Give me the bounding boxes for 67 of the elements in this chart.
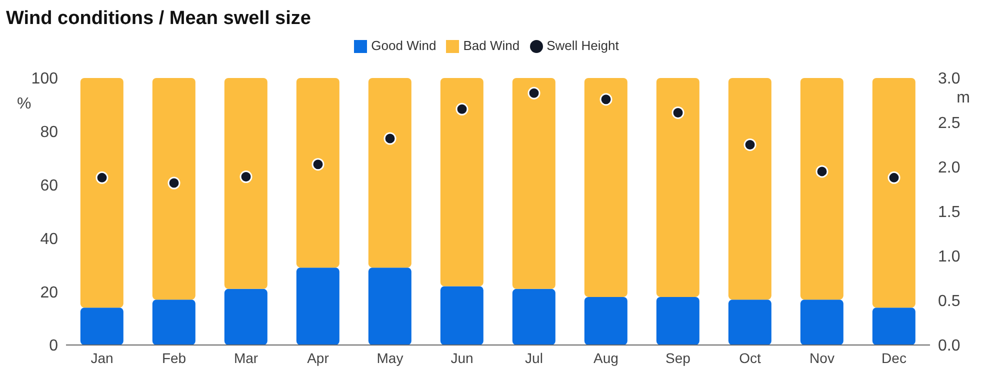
legend-label: Bad Wind	[463, 38, 520, 53]
bar	[800, 78, 844, 300]
bar	[224, 78, 268, 289]
point	[312, 158, 324, 171]
point	[384, 132, 396, 145]
bar	[728, 78, 772, 300]
y-tick-label: 0	[49, 338, 58, 355]
y2-tick-label: 0.5	[938, 293, 960, 310]
x-tick-label: Jun	[450, 350, 474, 366]
point	[168, 176, 180, 190]
bar	[296, 268, 340, 345]
y2-tick-label: 1.0	[938, 248, 960, 266]
bar	[872, 308, 916, 345]
bar	[440, 286, 484, 345]
x-tick-label: Jul	[525, 350, 543, 366]
x-tick-label: Mar	[234, 350, 258, 366]
y-axis-title: %	[17, 95, 32, 112]
y2-tick-label: 3.0	[938, 70, 960, 88]
x-tick-label: Sep	[666, 350, 691, 366]
x-tick-label: Apr	[307, 350, 330, 366]
y-tick-label: 60	[40, 177, 58, 194]
bar	[152, 300, 196, 345]
y-tick-label: 20	[40, 284, 58, 302]
y2-axis-title: m	[956, 89, 970, 106]
point	[744, 138, 756, 151]
x-tick-label: Jan	[90, 350, 114, 366]
bar	[440, 78, 484, 286]
point	[600, 93, 612, 106]
bar	[512, 78, 556, 289]
bar	[80, 308, 124, 345]
x-tick-label: Nov	[810, 350, 834, 366]
bar	[872, 78, 916, 308]
bar	[512, 288, 556, 345]
bar	[368, 78, 412, 268]
y-tick-label: 40	[40, 230, 58, 248]
y2-tick-label: 2.5	[938, 115, 960, 132]
bar	[368, 268, 412, 345]
bar	[800, 300, 844, 345]
x-tick-label: Feb	[162, 350, 186, 366]
y2-tick-label: 1.5	[938, 204, 960, 222]
bar	[584, 78, 628, 297]
bar	[728, 300, 772, 345]
x-tick-label: Dec	[882, 350, 906, 366]
bar	[656, 296, 700, 345]
y-tick-label: 80	[40, 124, 58, 142]
point	[96, 171, 108, 184]
bar	[296, 78, 340, 268]
y-tick-label: 100	[31, 70, 58, 88]
x-tick-label: Oct	[739, 350, 761, 366]
legend-label: Good Wind	[371, 38, 436, 53]
point	[672, 106, 684, 119]
point	[456, 102, 468, 116]
point	[528, 86, 540, 100]
point	[816, 165, 828, 178]
x-tick-label: Aug	[594, 350, 618, 366]
bar	[152, 78, 196, 300]
legend-label: Swell Height	[546, 38, 619, 53]
point	[240, 170, 252, 184]
x-tick-label: May	[376, 350, 404, 366]
chart-title: Wind conditions / Mean swell size	[6, 8, 312, 30]
bar	[584, 296, 628, 345]
y2-tick-label: 0.0	[938, 338, 960, 355]
bar	[656, 78, 700, 297]
bar	[224, 288, 268, 345]
point	[888, 171, 900, 184]
bar	[80, 78, 124, 308]
y2-tick-label: 2.0	[938, 160, 960, 177]
